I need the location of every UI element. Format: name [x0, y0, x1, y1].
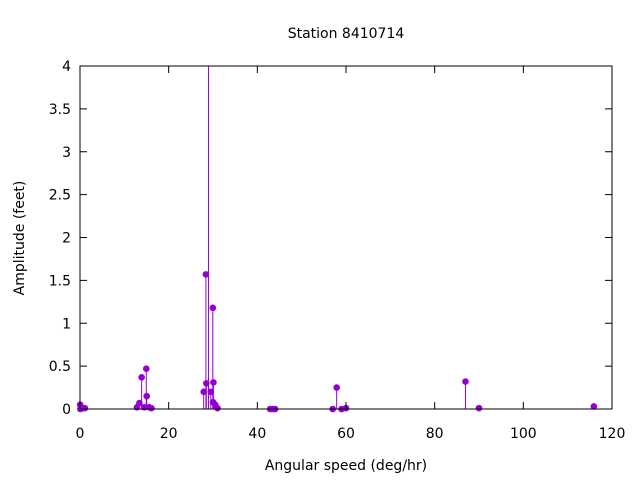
chart-title: Station 8410714	[288, 26, 405, 42]
stem-point	[200, 388, 207, 396]
stem-point	[148, 404, 155, 412]
stem-point	[202, 271, 210, 278]
y-tick-label: 1.5	[49, 273, 71, 289]
stem-point	[142, 365, 150, 372]
x-tick-label: 100	[510, 426, 537, 442]
y-tick-label: 3.5	[49, 102, 71, 118]
stem-point	[462, 378, 469, 385]
y-tick-label: 1	[62, 316, 71, 332]
x-tick-label: 40	[248, 426, 266, 442]
y-axis-ticks: 0 0.5 1 1.5 2 2.5 3 3.5 4	[49, 59, 612, 418]
x-tick-label: 120	[599, 426, 626, 442]
y-axis-label: Amplitude (feet)	[12, 181, 28, 296]
stem-point	[333, 384, 340, 391]
stem-point	[138, 373, 145, 381]
x-tick-label: 60	[337, 426, 355, 442]
stem-point	[210, 379, 217, 386]
x-axis-ticks: 0 20 40 60 80 100 120	[76, 66, 626, 442]
stem-point	[209, 304, 217, 312]
y-tick-label: 0	[62, 402, 71, 418]
x-tick-label: 80	[426, 426, 444, 442]
stem-point	[136, 399, 143, 407]
stem-point	[143, 392, 151, 400]
stem-point	[81, 404, 89, 412]
y-tick-label: 2	[62, 231, 71, 247]
y-tick-label: 4	[62, 59, 71, 75]
stem-point	[214, 404, 221, 412]
x-tick-label: 20	[160, 426, 178, 442]
plot-frame	[79, 65, 613, 410]
stem-point	[209, 398, 217, 406]
stem-point	[590, 403, 598, 410]
x-axis-label: Angular speed (deg/hr)	[265, 458, 427, 474]
y-tick-label: 0.5	[49, 359, 71, 375]
stem-series	[76, 66, 598, 413]
y-tick-label: 3	[62, 145, 71, 161]
stem-point	[475, 404, 483, 412]
y-tick-label: 2.5	[49, 188, 71, 204]
x-tick-label: 0	[76, 426, 85, 442]
